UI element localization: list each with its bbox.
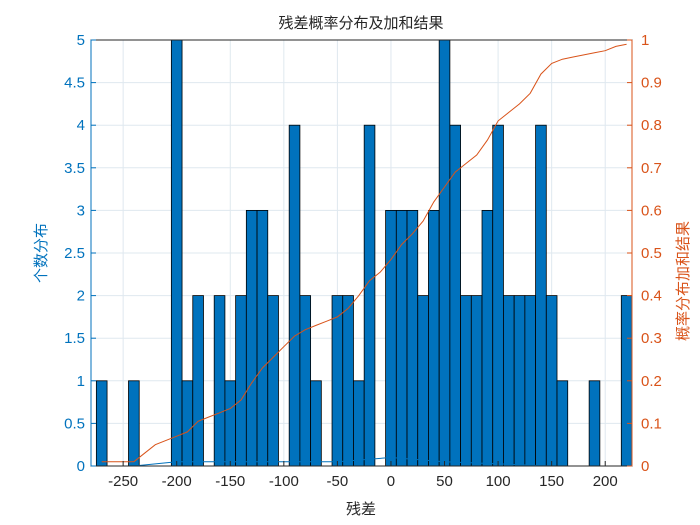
y-right-tick-label: 0.8: [641, 117, 662, 134]
histogram-bar: [181, 380, 194, 467]
histogram-bar: [224, 380, 237, 467]
y-right-tick-label: 0.5: [641, 245, 662, 262]
x-tick-label: -50: [327, 473, 349, 490]
ticks: -250 -200 -150 -100 -50 0 50 100 150 20000.511.52…: [64, 32, 662, 490]
y-right-tick-label: 0.6: [641, 202, 662, 219]
y-left-tick-label: 0: [77, 458, 85, 475]
y-left-tick-label: 4.5: [64, 75, 85, 92]
y-left-tick-label: 2: [77, 288, 85, 305]
histogram-bar: [299, 295, 312, 467]
histogram-bar: [524, 295, 536, 467]
histogram-bar: [481, 209, 494, 467]
histogram-bar: [353, 380, 365, 467]
histogram-bar: [245, 209, 258, 467]
histogram-bar: [545, 295, 558, 467]
histogram-bar: [449, 124, 461, 467]
histogram-bar: [256, 209, 269, 467]
x-tick-label: -200: [162, 473, 192, 490]
y-right-tick-label: 0.2: [641, 373, 662, 390]
cumulative-probability-line: [101, 43, 627, 463]
histogram-bar: [417, 295, 429, 467]
histogram-bar: [363, 124, 376, 467]
y-axis-left-label: 个数分布: [32, 223, 50, 283]
bars: [95, 39, 633, 467]
histogram-bar: [535, 124, 547, 467]
x-tick-label: -150: [215, 473, 245, 490]
y-left-tick-label: 0.5: [64, 415, 85, 432]
y-left-tick-label: 5: [77, 32, 85, 49]
histogram-bar: [588, 380, 601, 467]
histogram-bar: [192, 295, 204, 467]
histogram-bar: [342, 295, 354, 467]
histogram-bar: [331, 295, 344, 467]
y-left-tick-label: 1: [77, 373, 85, 390]
histogram-bar: [170, 39, 183, 467]
y-right-tick-label: 0.9: [641, 75, 662, 92]
histogram-bar: [128, 380, 140, 467]
y-left-tick-label: 3.5: [64, 160, 85, 177]
histogram-bar: [503, 295, 515, 467]
histogram-bar: [288, 124, 301, 467]
histogram-bar: [428, 209, 440, 467]
histogram-bar: [492, 124, 504, 467]
histogram-bar: [438, 39, 451, 467]
y-right-tick-label: 0.4: [641, 288, 662, 305]
x-tick-label: -250: [108, 473, 138, 490]
x-tick-label: -100: [269, 473, 299, 490]
y-left-tick-label: 4: [77, 117, 85, 134]
histogram-bar: [395, 209, 408, 467]
y-right-tick-label: 0.3: [641, 330, 662, 347]
histogram-bar: [470, 295, 483, 467]
x-tick-label: 200: [593, 473, 618, 490]
y-right-tick-label: 0.7: [641, 160, 662, 177]
x-tick-label: 150: [539, 473, 564, 490]
histogram-bar: [95, 380, 108, 467]
histogram-bar: [213, 295, 226, 467]
histogram-bar: [267, 295, 279, 467]
histogram-bar: [235, 295, 247, 467]
x-tick-label: 50: [436, 473, 453, 490]
y-right-tick-label: 1: [641, 32, 649, 49]
chart-title: 残差概率分布及加和结果: [278, 14, 443, 32]
y-left-tick-label: 1.5: [64, 330, 85, 347]
y-left-tick-label: 2.5: [64, 245, 85, 262]
y-right-tick-label: 0: [641, 458, 649, 475]
y-right-tick-label: 0.1: [641, 415, 662, 432]
y-left-tick-label: 3: [77, 202, 85, 219]
histogram-bar: [385, 209, 397, 467]
histogram-bar: [310, 380, 322, 467]
histogram-bar: [406, 209, 419, 467]
histogram-bar: [513, 295, 526, 467]
y-axis-right-label: 概率分布加和结果: [674, 221, 692, 341]
x-tick-label: 100: [486, 473, 511, 490]
histogram-bar: [556, 380, 569, 467]
histogram-bar: [460, 295, 472, 467]
x-axis-label: 残差: [346, 500, 376, 518]
x-tick-label: 0: [387, 473, 395, 490]
